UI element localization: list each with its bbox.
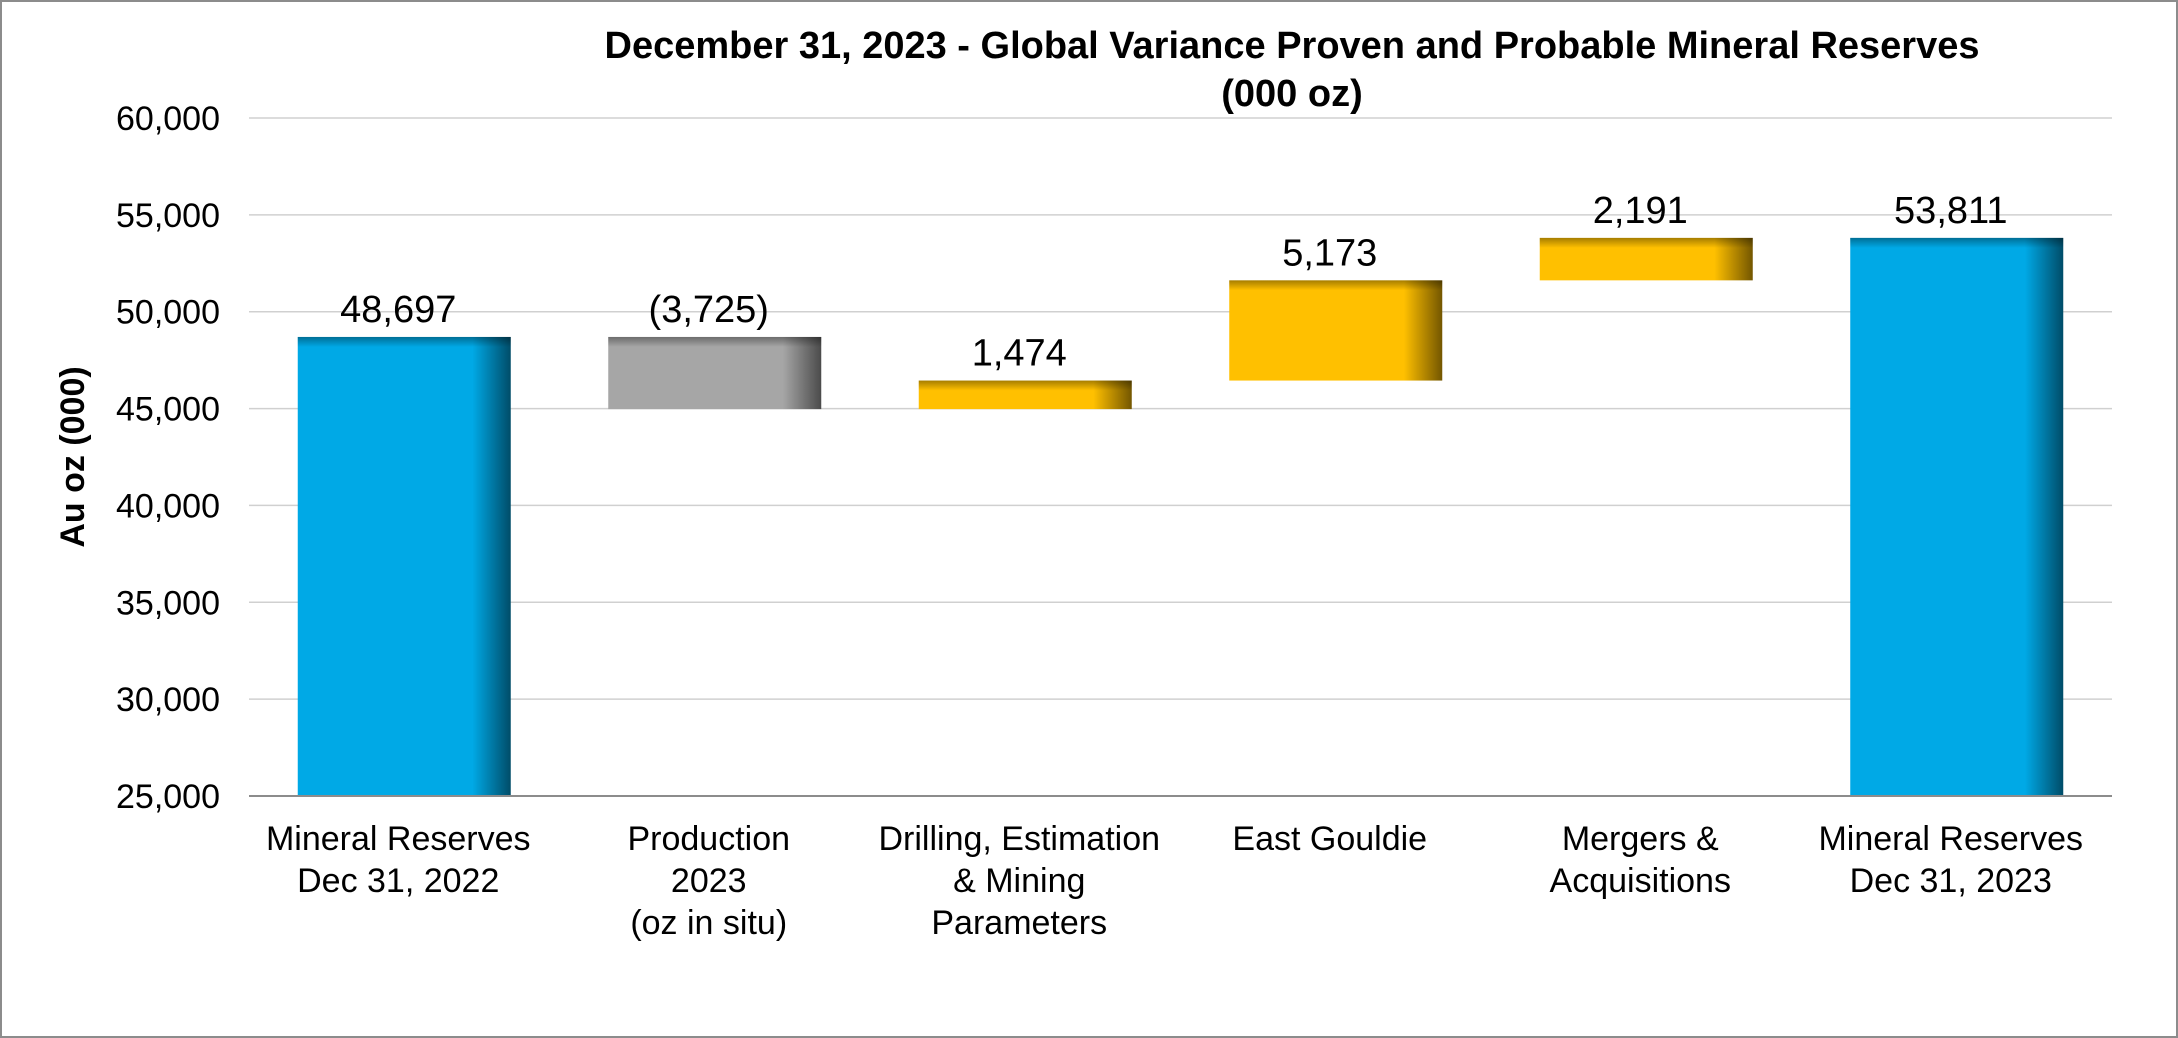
data-label: 5,173 <box>1282 232 1377 274</box>
y-tick-label: 30,000 <box>116 681 220 719</box>
bar-top-shade <box>1539 237 1753 248</box>
y-tick-label: 50,000 <box>116 294 220 332</box>
category-label: Production 2023 (oz in situ) <box>627 820 790 942</box>
bar-top-shade <box>918 380 1132 391</box>
increase-bar <box>918 380 1132 410</box>
increase-bar <box>1229 280 1443 381</box>
y-tick-label: 60,000 <box>116 100 220 138</box>
y-tick-label: 25,000 <box>116 778 220 816</box>
category-label-line: Parameters <box>931 904 1107 942</box>
chart-subtitle: (000 oz) <box>1221 73 1362 115</box>
category-label: Mergers & Acquisitions <box>1550 820 1731 900</box>
category-label-line: Dec 31, 2023 <box>1850 862 2052 900</box>
y-tick-label: 40,000 <box>116 487 220 525</box>
total-bar <box>1850 237 2064 796</box>
bar-top-shade <box>297 336 511 347</box>
category-label: East Gouldie <box>1232 820 1427 858</box>
total-bar <box>297 336 511 796</box>
y-axis-ticks: 25,000 30,000 35,000 40,000 45,000 50,000 55,0… <box>116 100 220 816</box>
category-label: Mineral Reserves Dec 31, 2022 <box>266 820 531 900</box>
category-label-line: Dec 31, 2022 <box>297 862 499 900</box>
category-label-line: Mineral Reserves <box>1818 820 2083 858</box>
category-label: Mineral Reserves Dec 31, 2023 <box>1818 820 2083 900</box>
data-label: 1,474 <box>972 333 1067 375</box>
category-label-line: Production <box>627 820 790 858</box>
category-label-line: 2023 <box>671 862 747 900</box>
category-label-line: Acquisitions <box>1550 862 1731 900</box>
data-label: 48,697 <box>340 289 456 331</box>
bars <box>297 237 2064 796</box>
bar-body <box>1850 237 2064 796</box>
y-tick-label: 45,000 <box>116 391 220 429</box>
y-axis-label: Au oz (000) <box>54 366 92 547</box>
data-label: 2,191 <box>1593 190 1688 232</box>
category-label-line: (oz in situ) <box>630 904 787 942</box>
category-label-line: Mineral Reserves <box>266 820 531 858</box>
category-label-line: & Mining <box>953 862 1085 900</box>
data-labels: 48,697 (3,725) 1,474 5,173 2,191 53,811 <box>340 190 2007 375</box>
category-label-line: Mergers & <box>1562 820 1719 858</box>
bar-top-shade <box>608 336 822 347</box>
increase-bar <box>1539 237 1753 281</box>
bar-body <box>297 336 511 796</box>
data-label: 53,811 <box>1894 190 2007 232</box>
chart-title: December 31, 2023 - Global Variance Prov… <box>605 25 1980 67</box>
category-label-line: East Gouldie <box>1232 820 1427 858</box>
y-tick-label: 35,000 <box>116 584 220 622</box>
y-tick-label: 55,000 <box>116 197 220 235</box>
category-label: Drilling, Estimation & Mining Parameters <box>878 820 1160 942</box>
bar-body <box>1229 280 1443 381</box>
decrease-bar <box>608 336 822 410</box>
category-label-line: Drilling, Estimation <box>878 820 1160 858</box>
data-label: (3,725) <box>649 289 769 331</box>
bar-top-shade <box>1229 280 1443 291</box>
gridlines <box>249 117 2112 700</box>
bar-body <box>608 336 822 410</box>
category-labels: Mineral Reserves Dec 31, 2022 Production 20… <box>266 820 2083 942</box>
bar-top-shade <box>1850 237 2064 248</box>
